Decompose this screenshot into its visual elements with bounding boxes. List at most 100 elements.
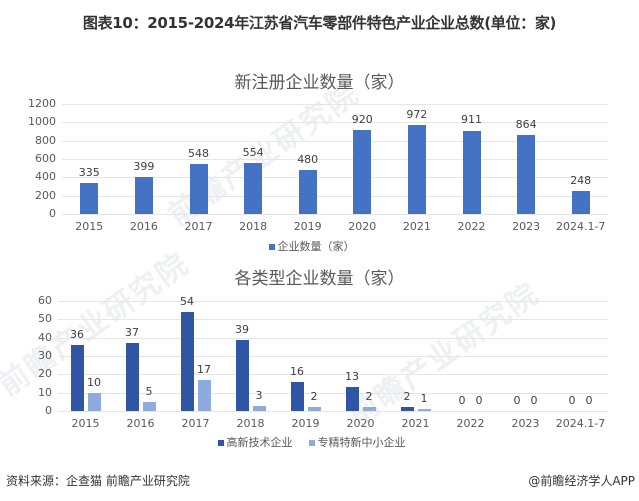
data-label: 2 (403, 390, 411, 404)
data-label: 911 (461, 113, 482, 127)
data-label: 54 (180, 295, 194, 308)
data-label: 399 (133, 160, 155, 174)
data-label: 554 (242, 146, 264, 160)
plot-area (58, 301, 608, 412)
data-label: 36 (70, 328, 84, 341)
x-tick-label: 2019 (293, 220, 322, 233)
legend-swatch-icon (308, 440, 315, 446)
bar (298, 170, 317, 214)
gridline (58, 374, 608, 376)
legend: 企业数量（家） (0, 238, 639, 254)
bar (180, 312, 194, 411)
legend-item: 专精特新中小企业 (308, 434, 406, 450)
legend: 高新技术企业 专精特新中小企业 (0, 434, 639, 450)
data-label: 39 (235, 322, 249, 336)
bar (345, 387, 359, 411)
bar (252, 405, 266, 411)
data-label: 0 (585, 394, 593, 407)
legend-item: 高新技术企业 (217, 434, 293, 450)
y-tick-label: 30 (38, 349, 52, 362)
x-tick-label: 2022 (457, 220, 486, 233)
y-tick-label: 10 (38, 385, 52, 399)
x-tick-label: 2023 (511, 417, 540, 430)
data-label: 13 (345, 370, 359, 384)
legend-swatch-icon (268, 244, 275, 250)
new-registrations-chart: 新注册企业数量（家） 企业数量（家） 0 200 400 600 800 1000 1200… (0, 60, 639, 255)
y-tick-label: 200 (35, 188, 56, 202)
gridline (58, 356, 608, 357)
x-tick-label: 2016 (126, 417, 155, 430)
bar (362, 407, 376, 411)
data-label: 920 (351, 112, 373, 126)
legend-label: 高新技术企业 (226, 436, 293, 449)
bar (400, 407, 414, 411)
y-tick-label: 600 (35, 152, 56, 165)
data-label: 16 (290, 364, 304, 378)
data-label: 480 (297, 153, 319, 166)
data-label: 0 (530, 394, 538, 407)
bar (189, 163, 208, 214)
data-label: 17 (197, 362, 211, 376)
data-label: 548 (188, 146, 209, 160)
bar (87, 392, 101, 411)
gridline (62, 177, 608, 179)
chart-title: 各类型企业数量（家） (234, 269, 405, 289)
x-tick-label: 2019 (291, 417, 320, 430)
bar (353, 129, 372, 214)
y-tick-label: 400 (35, 170, 56, 184)
gridline (62, 214, 608, 215)
bar (290, 381, 304, 411)
bar (407, 124, 426, 214)
figure-title: 图表10：2015-2024年江苏省汽车零部件特色产业企业总数(单位：家) (82, 14, 557, 32)
y-tick-label: 60 (38, 294, 52, 307)
data-label: 0 (568, 394, 576, 407)
plot-area (62, 104, 608, 215)
y-tick-label: 1200 (28, 97, 56, 110)
data-label: 248 (570, 174, 592, 188)
data-label: 335 (78, 166, 100, 180)
legend-item: 企业数量（家） (268, 238, 355, 254)
enterprise-types-chart: 各类型企业数量（家） 高新技术企业 专精特新中小企业 0 10 20 30 40 50 60 2… (0, 258, 639, 458)
gridline (62, 140, 608, 142)
legend-swatch-icon (217, 440, 224, 446)
source-note: 资料来源：企查猫 前瞻产业研究院 (6, 474, 190, 488)
gridline (62, 195, 608, 197)
gridline (58, 319, 608, 321)
x-tick-label: 2017 (184, 220, 213, 233)
data-label: 1 (420, 392, 428, 406)
data-label: 2 (310, 390, 318, 404)
bar (134, 177, 153, 214)
bar (80, 183, 99, 214)
legend-label: 企业数量（家） (277, 240, 355, 253)
data-label: 37 (125, 326, 139, 340)
bar (125, 343, 139, 411)
x-tick-label: 2015 (71, 417, 100, 430)
bar (70, 345, 84, 411)
bar (417, 409, 431, 411)
bar (142, 401, 156, 411)
x-tick-label: 2015 (75, 220, 104, 233)
bar (462, 130, 481, 214)
x-tick-label: 2022 (456, 417, 485, 430)
x-tick-label: 2024.1-7 (555, 220, 606, 233)
x-tick-label: 2018 (236, 417, 265, 430)
bar (235, 339, 249, 411)
data-label: 2 (365, 390, 373, 404)
y-tick-label: 0 (49, 207, 56, 220)
y-tick-label: 800 (35, 133, 56, 147)
gridline (58, 301, 608, 302)
bar (307, 407, 321, 411)
data-label: 0 (458, 394, 466, 407)
chart-title: 新注册企业数量（家） (234, 73, 405, 93)
x-tick-label: 2020 (348, 220, 377, 233)
bar (244, 163, 263, 214)
data-label: 0 (513, 394, 521, 407)
x-tick-label: 2023 (512, 220, 541, 233)
x-tick-label: 2016 (129, 220, 158, 233)
data-label: 5 (145, 384, 153, 398)
legend-label: 专精特新中小企业 (317, 436, 406, 449)
gridline (62, 122, 608, 124)
y-tick-label: 1000 (28, 115, 56, 129)
x-tick-label: 2024.1-7 (555, 417, 606, 430)
x-tick-label: 2020 (346, 417, 375, 430)
